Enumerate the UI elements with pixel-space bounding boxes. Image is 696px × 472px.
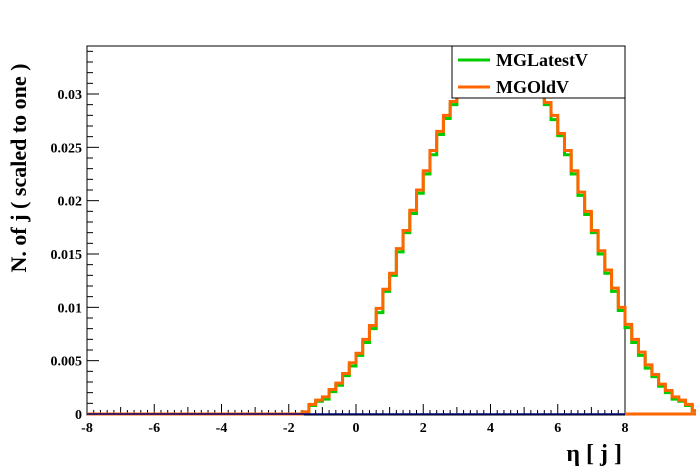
y-axis-title: N. of j ( scaled to one ) <box>6 64 31 273</box>
x-axis-title: η [ j ] <box>566 441 622 467</box>
legend-box <box>451 45 626 99</box>
x-tick-label: 8 <box>622 421 629 436</box>
x-tick-label: -8 <box>81 421 93 436</box>
x-tick-label: -2 <box>283 421 295 436</box>
x-tick-label: -6 <box>148 421 160 436</box>
legend: MGLatestV MGOldV <box>451 45 626 99</box>
y-tick-label: 0.025 <box>51 141 83 156</box>
x-tick-label: -4 <box>216 421 228 436</box>
x-tick-labels: -8 -6 -4 -2 0 2 4 6 8 <box>81 421 628 436</box>
x-tick-label: 6 <box>554 421 561 436</box>
y-tick-label: 0 <box>75 408 82 423</box>
y-tick-label: 0.015 <box>51 248 83 263</box>
legend-label-mgoldv: MGOldV <box>496 77 569 97</box>
x-tick-label: 2 <box>420 421 427 436</box>
x-tick-label: 4 <box>487 421 494 436</box>
y-tick-labels: 0 0.005 0.01 0.015 0.02 0.025 0.03 <box>51 88 83 423</box>
y-tick-label: 0.02 <box>58 195 83 210</box>
x-tick-label: 0 <box>353 421 360 436</box>
plot-frame <box>86 45 626 416</box>
y-tick-label: 0.03 <box>58 88 83 103</box>
legend-label-mglatestv: MGLatestV <box>496 50 588 70</box>
y-tick-label: 0.005 <box>51 355 83 370</box>
y-tick-label: 0.01 <box>58 301 83 316</box>
